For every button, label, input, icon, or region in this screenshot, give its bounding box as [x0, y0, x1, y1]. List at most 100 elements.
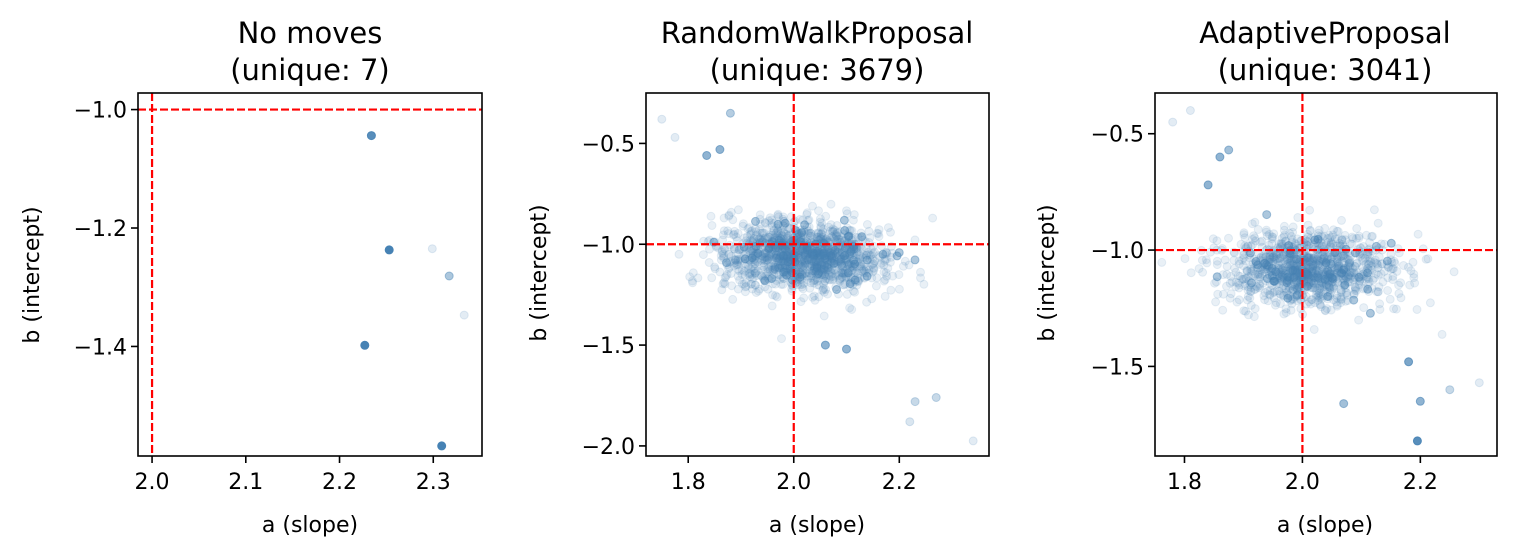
sample-point	[836, 273, 846, 283]
sample-point	[722, 258, 731, 268]
sample-point	[1328, 284, 1337, 294]
sample-point	[779, 256, 789, 266]
sample-point	[840, 254, 850, 264]
sample-point	[1264, 261, 1274, 271]
sample-point	[715, 145, 725, 154]
sample-point	[1282, 275, 1292, 285]
sample-point	[837, 268, 847, 278]
sample-point	[760, 248, 770, 258]
sample-point	[768, 279, 778, 289]
sample-point	[779, 267, 789, 277]
sample-point	[865, 233, 875, 243]
sample-point	[1268, 288, 1278, 298]
sample-point	[1274, 239, 1284, 249]
sample-point	[809, 257, 819, 267]
sample-point	[851, 277, 860, 287]
sample-point	[854, 254, 864, 264]
sample-point	[867, 273, 877, 283]
sample-point	[1309, 254, 1319, 263]
sample-point	[834, 289, 843, 299]
sample-point	[1355, 276, 1365, 286]
sample-point	[856, 228, 866, 238]
sample-point	[1271, 265, 1280, 275]
sample-point	[838, 265, 848, 275]
sample-point	[1308, 278, 1318, 288]
sample-point	[782, 246, 791, 256]
sample-point	[781, 265, 791, 275]
sample-point	[829, 259, 839, 268]
sample-point	[805, 246, 815, 256]
sample-point	[760, 252, 770, 262]
sample-point	[776, 251, 786, 261]
sample-point	[1333, 263, 1343, 273]
sample-point	[811, 257, 821, 267]
sample-point	[764, 262, 774, 272]
sample-point	[1337, 215, 1346, 225]
sample-point	[836, 257, 846, 267]
sample-point	[1285, 258, 1295, 268]
sample-point	[779, 221, 789, 231]
sample-point	[1264, 262, 1273, 272]
sample-point	[1277, 270, 1287, 280]
sample-point	[761, 249, 771, 258]
sample-point	[832, 253, 842, 263]
sample-point	[1322, 267, 1331, 277]
sample-point	[1262, 210, 1272, 220]
sample-point	[1276, 238, 1286, 248]
sample-point	[1304, 240, 1313, 250]
sample-point	[892, 251, 902, 261]
sample-point	[848, 234, 858, 244]
sample-point	[824, 252, 834, 262]
sample-point	[882, 254, 891, 264]
sample-point	[1345, 258, 1354, 268]
sample-point	[1246, 262, 1256, 272]
sample-point	[1341, 271, 1350, 281]
sample-point	[1255, 283, 1264, 293]
sample-point	[1388, 264, 1397, 274]
sample-point	[820, 254, 829, 264]
sample-point	[1157, 257, 1167, 267]
sample-point	[754, 224, 764, 234]
sample-point	[751, 267, 761, 277]
sample-point	[1275, 299, 1285, 309]
sample-point	[1315, 273, 1325, 283]
sample-point	[746, 227, 756, 237]
sample-point	[688, 268, 698, 278]
sample-point	[763, 258, 773, 268]
panel-title-line2: (unique: 3041)	[1218, 53, 1433, 87]
sample-point	[1318, 278, 1328, 288]
sample-point	[824, 270, 834, 280]
sample-point	[1222, 281, 1231, 291]
axes-frame	[645, 92, 990, 457]
sample-point	[868, 263, 878, 273]
sample-point	[1361, 274, 1371, 284]
sample-point	[1266, 254, 1276, 264]
sample-point	[775, 274, 785, 284]
sample-point	[1278, 251, 1288, 261]
sample-point	[759, 256, 769, 265]
sample-point	[800, 269, 810, 279]
sample-point	[1257, 236, 1267, 246]
sample-point	[745, 255, 755, 265]
sample-point	[1271, 254, 1281, 264]
sample-point	[855, 250, 865, 260]
sample-point	[840, 267, 850, 277]
sample-point	[1363, 264, 1372, 274]
sample-point	[845, 282, 855, 292]
sample-point	[1335, 238, 1345, 248]
sample-point	[815, 214, 825, 224]
sample-point	[843, 257, 853, 267]
sample-point	[775, 261, 785, 271]
sample-point	[1312, 292, 1321, 302]
sample-point	[722, 270, 732, 280]
sample-point	[818, 232, 828, 242]
y-tick-label: −1.2	[74, 217, 127, 242]
sample-point	[862, 250, 872, 260]
sample-point	[722, 260, 732, 270]
sample-point	[776, 248, 786, 258]
sample-point	[821, 274, 831, 284]
sample-point	[782, 252, 792, 262]
sample-point	[868, 249, 878, 259]
sample-point	[730, 255, 740, 265]
sample-point	[777, 230, 787, 240]
